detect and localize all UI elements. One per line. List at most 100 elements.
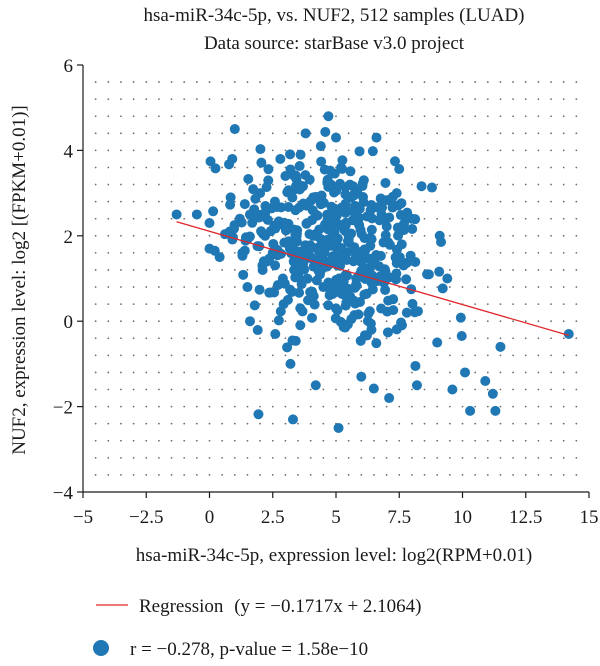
legend-regression-equation: (y = −0.1717x + 2.1064) xyxy=(234,596,421,617)
data-point xyxy=(283,201,294,212)
data-point xyxy=(342,247,353,258)
data-point xyxy=(282,342,293,353)
data-point xyxy=(253,409,264,420)
x-tick-label: 12.5 xyxy=(509,507,542,528)
data-point xyxy=(490,405,501,416)
data-point xyxy=(239,199,250,210)
data-point xyxy=(304,174,315,185)
data-point xyxy=(367,146,378,157)
data-point xyxy=(339,225,350,236)
legend-point-marker xyxy=(93,640,109,656)
data-point xyxy=(437,283,448,294)
data-point xyxy=(256,226,267,237)
data-point xyxy=(396,317,407,328)
data-point xyxy=(321,241,332,252)
x-tick-label: 2.5 xyxy=(261,507,285,528)
data-point xyxy=(355,224,366,235)
x-ticks: −5 −2.5 0 2.5 5 7.5 10 12.5 15 xyxy=(73,492,599,528)
data-point xyxy=(323,300,334,311)
data-point xyxy=(398,225,409,236)
data-point xyxy=(332,305,343,316)
data-point xyxy=(171,209,182,220)
data-point xyxy=(377,202,388,213)
chart-title: hsa-miR-34c-5p, vs. NUF2, 512 samples (L… xyxy=(143,5,524,26)
data-point xyxy=(426,182,437,193)
data-point xyxy=(295,320,306,331)
data-point xyxy=(310,209,321,220)
data-point xyxy=(300,128,311,139)
data-point xyxy=(348,256,359,267)
data-point xyxy=(382,327,393,338)
x-tick-label: −5 xyxy=(73,507,93,528)
data-point xyxy=(337,163,348,174)
data-point xyxy=(456,330,467,341)
data-point xyxy=(305,195,316,206)
data-point xyxy=(398,260,409,271)
data-point xyxy=(252,325,263,336)
data-point xyxy=(380,177,391,188)
data-point xyxy=(366,224,377,235)
data-point xyxy=(295,149,306,160)
data-point xyxy=(299,264,310,275)
data-point xyxy=(371,338,382,349)
data-point xyxy=(315,141,326,152)
data-point xyxy=(337,155,348,166)
data-point xyxy=(432,337,443,348)
data-point xyxy=(410,360,421,371)
data-point xyxy=(268,238,279,249)
data-point xyxy=(309,299,320,310)
data-point xyxy=(374,215,385,226)
data-point xyxy=(358,192,369,203)
data-point xyxy=(262,256,273,267)
data-point xyxy=(365,318,376,329)
data-point xyxy=(294,180,305,191)
data-point xyxy=(244,316,255,327)
data-point xyxy=(371,132,382,143)
y-tick-label: 6 xyxy=(64,56,74,77)
data-point xyxy=(442,273,453,284)
data-point xyxy=(272,220,283,231)
data-point xyxy=(436,236,447,247)
data-point xyxy=(356,371,367,382)
data-point xyxy=(279,278,290,289)
data-point xyxy=(357,178,368,189)
data-point xyxy=(480,375,491,386)
y-tick-label: 0 xyxy=(64,312,74,333)
regression-line xyxy=(176,221,569,336)
data-point xyxy=(340,269,351,280)
data-point xyxy=(249,300,260,311)
data-point xyxy=(285,358,296,369)
data-point xyxy=(238,269,249,280)
data-point xyxy=(384,212,395,223)
data-point xyxy=(290,170,301,181)
data-point xyxy=(394,164,405,175)
data-point xyxy=(354,146,365,157)
data-point xyxy=(351,206,362,217)
data-point xyxy=(364,233,375,244)
data-point xyxy=(382,271,393,282)
data-point xyxy=(380,284,391,295)
data-point xyxy=(209,245,220,256)
data-point xyxy=(310,380,321,391)
data-point xyxy=(455,312,466,323)
data-point xyxy=(270,329,281,340)
data-point xyxy=(376,303,387,314)
data-point xyxy=(285,149,296,160)
data-point xyxy=(290,229,301,240)
data-point xyxy=(359,244,370,255)
data-point xyxy=(275,153,286,164)
data-point xyxy=(247,217,258,228)
data-point xyxy=(227,232,238,243)
data-point xyxy=(287,414,298,425)
data-point xyxy=(325,220,336,231)
data-point xyxy=(325,165,336,176)
data-point xyxy=(363,308,374,319)
data-point xyxy=(244,231,255,242)
data-point xyxy=(287,286,298,297)
data-point xyxy=(340,217,351,228)
data-point xyxy=(333,422,344,433)
data-point xyxy=(380,230,391,241)
y-ticks: −4 −2 0 2 4 6 xyxy=(53,56,83,504)
data-point xyxy=(391,244,402,255)
